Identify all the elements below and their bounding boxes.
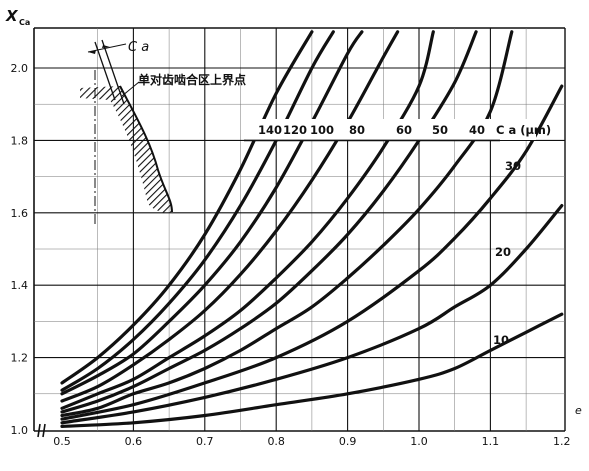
x-tick-label: 1.2 (553, 435, 571, 448)
curve-label-20: 20 (495, 245, 511, 259)
tooth-profile-hatch (80, 86, 172, 213)
series-line-20 (60, 204, 564, 425)
axis-break-mark (37, 423, 46, 438)
tooth-profile-edge (119, 85, 173, 213)
curve-label-50: 50 (432, 123, 448, 137)
y-tick-label: 1.6 (11, 207, 29, 220)
x-tick-label: 1.1 (482, 435, 500, 448)
x-tick-label: 0.9 (339, 435, 357, 448)
modification-line-2 (101, 39, 125, 105)
series-line-100 (60, 30, 364, 396)
series-line-40 (60, 30, 514, 418)
y-axis-label: X (5, 7, 19, 25)
curve-labels: 140 120 100 80 60 50 40 30 20 10 C a (μm) (244, 119, 551, 347)
series-line-120 (60, 30, 335, 392)
inset-annotation-text: 单对齿啮合区上界点 (138, 72, 246, 87)
series-line-80 (60, 30, 400, 403)
inset-ca-label: C a (128, 40, 149, 55)
callout-leader (121, 81, 140, 97)
series-line-10 (60, 312, 564, 428)
curve-label-100: 100 (310, 123, 334, 137)
curves (60, 30, 564, 428)
curve-label-60: 60 (396, 123, 412, 137)
y-tick-label: 1.8 (11, 134, 29, 147)
x-axis-label: e (575, 404, 582, 417)
modification-line (94, 41, 116, 101)
curve-label-40: 40 (469, 123, 485, 137)
x-tick-label: 0.6 (125, 435, 143, 448)
x-tick-label: 0.5 (53, 435, 71, 448)
y-tick-labels: 1.0 1.2 1.4 1.6 1.8 2.0 (11, 62, 29, 437)
dimension-arrow-right (102, 45, 110, 48)
curve-label-80: 80 (349, 123, 365, 137)
series-line-50 (60, 30, 478, 414)
y-axis-label-subscript: Ca (19, 18, 30, 27)
x-tick-labels: 0.5 0.6 0.7 0.8 0.9 1.0 1.1 1.2 (53, 435, 570, 448)
curve-label-30: 30 (505, 159, 521, 173)
x-tick-label: 0.8 (267, 435, 285, 448)
x-tick-label: 1.0 (410, 435, 428, 448)
y-tick-label: 1.4 (11, 279, 29, 292)
y-tick-label: 2.0 (11, 62, 29, 75)
label-row-background (246, 119, 536, 140)
x-tick-label: 0.7 (196, 435, 214, 448)
y-tick-label: 1.2 (11, 352, 29, 365)
inset-schematic: C a 单对齿啮合区上界点 (80, 39, 246, 225)
series-line-140 (60, 30, 314, 385)
dimension-arrow-left (88, 50, 96, 54)
curve-label-10: 10 (493, 333, 509, 347)
curve-label-140: 140 (258, 123, 282, 137)
y-tick-label: 1.0 (11, 424, 29, 437)
series-line-30 (60, 84, 564, 421)
curve-label-120: 120 (283, 123, 307, 137)
curve-label-unit: C a (μm) (496, 123, 551, 137)
